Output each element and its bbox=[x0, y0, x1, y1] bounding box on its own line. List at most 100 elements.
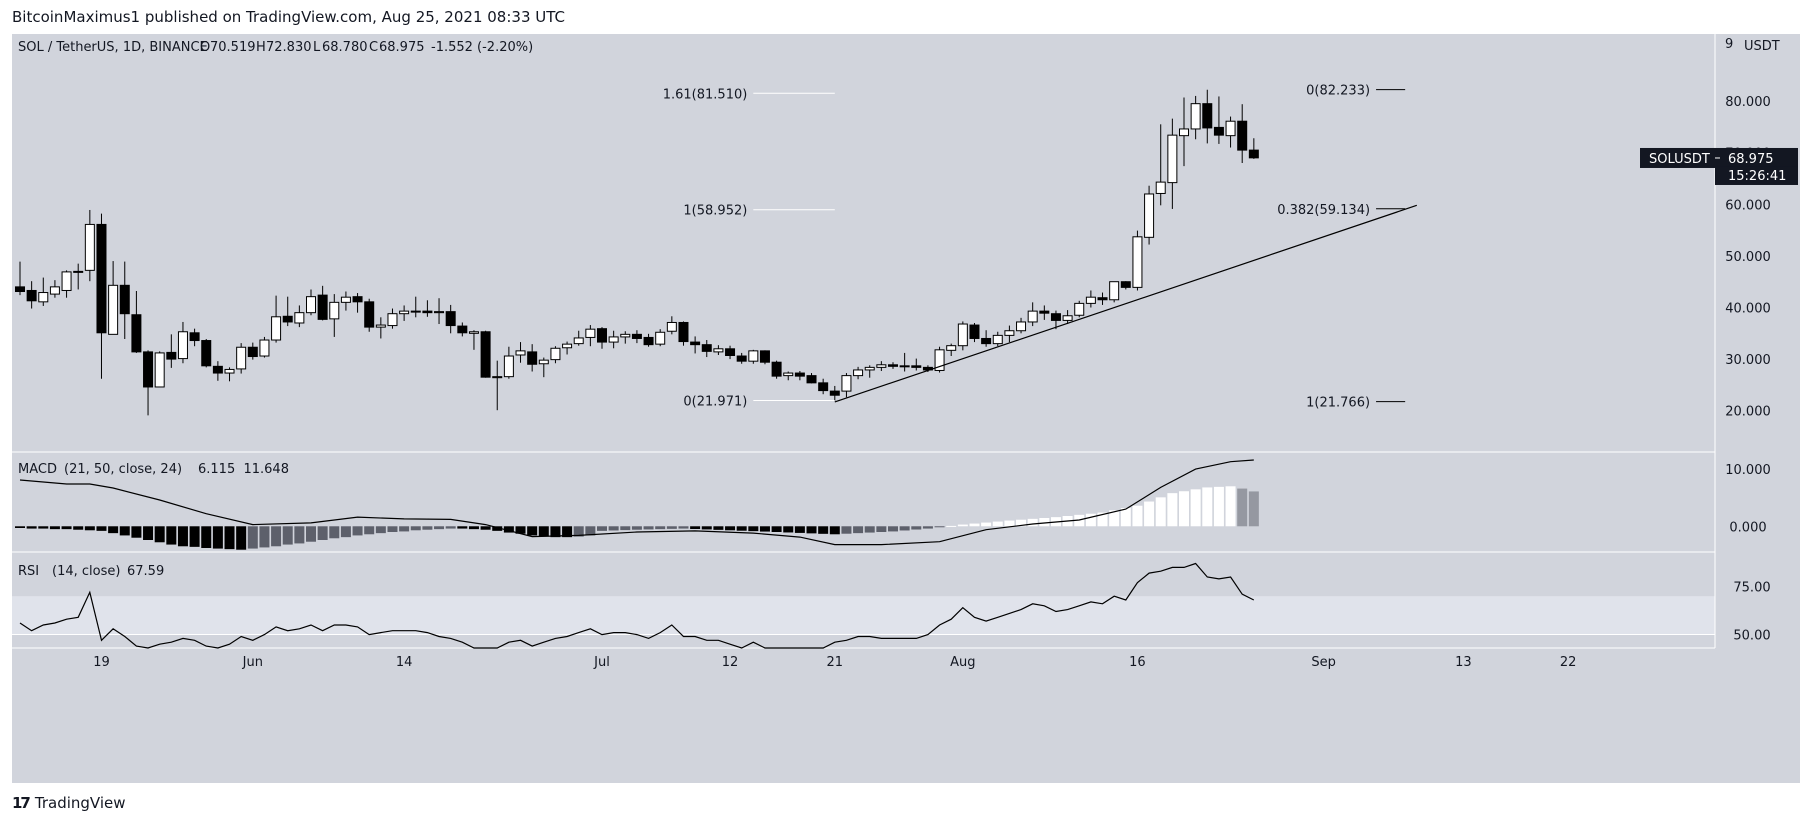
candle-body bbox=[736, 355, 747, 362]
candle-body bbox=[1144, 193, 1155, 238]
macd-histogram-bar bbox=[550, 526, 561, 538]
candle-body bbox=[620, 333, 631, 338]
candle bbox=[445, 304, 456, 334]
candle bbox=[643, 333, 654, 347]
macd-histogram-bar bbox=[457, 526, 468, 529]
candle-body bbox=[934, 349, 945, 371]
candle bbox=[201, 338, 212, 368]
x-tick-label: Sep bbox=[1311, 655, 1336, 670]
macd-histogram-bar bbox=[143, 526, 154, 540]
candle bbox=[1062, 310, 1073, 325]
ohlc-close: 68.975 bbox=[379, 40, 425, 55]
macd-histogram-bar bbox=[1190, 489, 1201, 527]
candle-body bbox=[166, 351, 177, 360]
last-price-symbol: SOLUSDT bbox=[1649, 152, 1710, 167]
candle-body bbox=[748, 350, 759, 362]
macd-histogram-bar bbox=[1155, 497, 1166, 527]
candle bbox=[38, 277, 49, 306]
candle-body bbox=[1039, 310, 1050, 314]
macd-histogram-bar bbox=[864, 526, 875, 533]
candle bbox=[1120, 281, 1131, 290]
candle-body bbox=[759, 350, 770, 363]
candle bbox=[934, 346, 945, 373]
macd-histogram-bar bbox=[573, 526, 584, 537]
candle bbox=[352, 293, 363, 313]
macd-histogram-bar bbox=[678, 526, 689, 529]
candle bbox=[271, 295, 282, 343]
macd-histogram-bar bbox=[247, 526, 258, 549]
macd-histogram-bar bbox=[271, 526, 282, 547]
macd-histogram-bar bbox=[1097, 512, 1108, 527]
macd-pane bbox=[15, 459, 1259, 550]
candle bbox=[1097, 292, 1108, 305]
candle-body bbox=[1074, 302, 1085, 316]
macd-histogram-bar bbox=[701, 526, 712, 530]
y-tick-label: 50.000 bbox=[1725, 250, 1771, 265]
candle bbox=[946, 343, 957, 357]
candle bbox=[713, 345, 724, 355]
candle bbox=[108, 261, 119, 335]
macd-histogram-bar bbox=[317, 526, 328, 540]
chart-background bbox=[12, 34, 1800, 783]
candle-body bbox=[1027, 310, 1038, 323]
macd-histogram-bar bbox=[375, 526, 386, 534]
candle bbox=[899, 352, 910, 372]
candle bbox=[841, 373, 852, 398]
candle bbox=[1179, 97, 1189, 167]
candle-body bbox=[585, 328, 596, 338]
macd-histogram-bar bbox=[434, 526, 445, 530]
candle bbox=[1074, 300, 1085, 318]
macd-histogram-bar bbox=[957, 524, 968, 527]
macd-histogram-bar bbox=[888, 526, 898, 532]
macd-histogram-bar bbox=[911, 526, 922, 530]
candle-body bbox=[1132, 236, 1143, 288]
macd-histogram-bar bbox=[399, 526, 410, 532]
x-tick-label: Jun bbox=[242, 655, 263, 670]
candle-body bbox=[282, 315, 293, 323]
trendline bbox=[834, 204, 1417, 403]
chart-svg[interactable]: 1.61(81.510) 1(58.952) 0(21.971) 0(82.233) 0… bbox=[12, 34, 1800, 783]
candle bbox=[818, 378, 829, 395]
ohlc-open-label: O bbox=[200, 40, 210, 55]
candle-body bbox=[725, 348, 736, 356]
x-tick-label: Jul bbox=[593, 655, 610, 670]
macd-histogram-bar bbox=[1016, 519, 1027, 527]
macd-histogram-bar bbox=[876, 526, 887, 532]
x-tick-label: 16 bbox=[1129, 655, 1146, 670]
x-tick-label: 21 bbox=[827, 655, 844, 670]
candle-body bbox=[992, 334, 1003, 345]
candle-body bbox=[1248, 149, 1259, 159]
candle-body bbox=[655, 331, 666, 345]
fib-left-label: 0(21.971) bbox=[683, 395, 747, 410]
macd-histogram-bar bbox=[992, 521, 1003, 527]
candle-body bbox=[818, 382, 829, 392]
macd-histogram-bar bbox=[492, 526, 503, 531]
candle-body bbox=[119, 284, 130, 315]
macd-histogram-bar bbox=[1167, 493, 1178, 527]
candle bbox=[771, 360, 782, 379]
candle bbox=[538, 357, 549, 378]
macd-histogram-bar bbox=[154, 526, 165, 543]
candle bbox=[1225, 116, 1236, 148]
macd-histogram-bar bbox=[282, 526, 293, 545]
candle bbox=[759, 350, 770, 365]
chart-frame[interactable]: 1.61(81.510) 1(58.952) 0(21.971) 0(82.233) 0… bbox=[12, 34, 1800, 783]
macd-histogram-bar bbox=[1202, 487, 1213, 527]
tradingview-icon: 17 bbox=[12, 794, 31, 812]
macd-histogram-bar bbox=[690, 526, 701, 529]
tradingview-logo[interactable]: 17 TradingView bbox=[12, 794, 126, 812]
candle-body bbox=[981, 337, 992, 345]
macd-histogram-bar bbox=[1248, 491, 1259, 527]
candle-body bbox=[1202, 103, 1213, 129]
macd-tick-label: 10.000 bbox=[1725, 463, 1771, 478]
candle-body bbox=[573, 337, 584, 345]
candle bbox=[806, 373, 817, 384]
macd-histogram-bar bbox=[201, 526, 212, 548]
macd-histogram-bar bbox=[527, 526, 538, 536]
ohlc-change: -1.552 (-2.20%) bbox=[431, 40, 533, 55]
macd-histogram-bar bbox=[387, 526, 398, 532]
candle-body bbox=[1225, 120, 1236, 137]
candle bbox=[992, 331, 1003, 347]
candle bbox=[1109, 281, 1120, 303]
ohlc-low-label: L bbox=[313, 40, 321, 55]
